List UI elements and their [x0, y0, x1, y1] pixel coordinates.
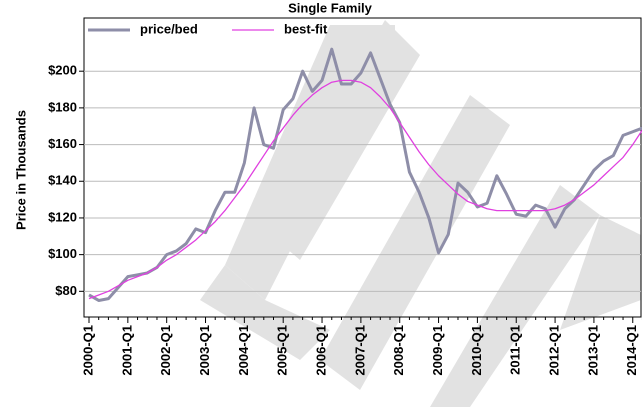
- x-tick-label: 2011-Q1: [508, 325, 523, 375]
- x-tick-label: 2007-Q1: [352, 325, 367, 376]
- x-tick-label: 2000-Q1: [80, 325, 95, 376]
- x-tick-label: 2013-Q1: [585, 325, 600, 376]
- y-axis-label: Price in Thousands: [13, 110, 28, 230]
- x-tick-label: 2008-Q1: [391, 325, 406, 376]
- x-tick-label: 2014-Q1: [624, 325, 639, 376]
- x-tick-label: 2001-Q1: [119, 325, 134, 376]
- x-tick-label: 2012-Q1: [547, 325, 562, 376]
- x-tick-label: 2010-Q1: [469, 325, 484, 376]
- plot-frame: [83, 17, 642, 318]
- x-tick-label: 2003-Q1: [197, 325, 212, 376]
- y-tick-label: $180: [48, 99, 77, 114]
- y-tick-label: $140: [48, 173, 77, 188]
- x-tick-label: 2006-Q1: [313, 325, 328, 376]
- x-tick-label: 2004-Q1: [236, 325, 251, 376]
- x-tick-label: 2005-Q1: [275, 325, 290, 376]
- y-tick-label: $120: [48, 209, 77, 224]
- chart-title: Single Family: [288, 0, 373, 15]
- legend-label: price/bed: [140, 21, 198, 36]
- y-tick-label: $100: [48, 246, 77, 261]
- x-tick-label: 2009-Q1: [430, 325, 445, 376]
- series-line: [88, 79, 642, 300]
- y-tick-label: $160: [48, 136, 77, 151]
- legend-label: best-fit: [284, 21, 328, 36]
- y-tick-label: $80: [55, 283, 77, 298]
- y-tick-label: $200: [48, 63, 77, 78]
- x-tick-label: 2002-Q1: [158, 325, 173, 376]
- series-line: [88, 47, 642, 302]
- watermark: [200, 20, 641, 407]
